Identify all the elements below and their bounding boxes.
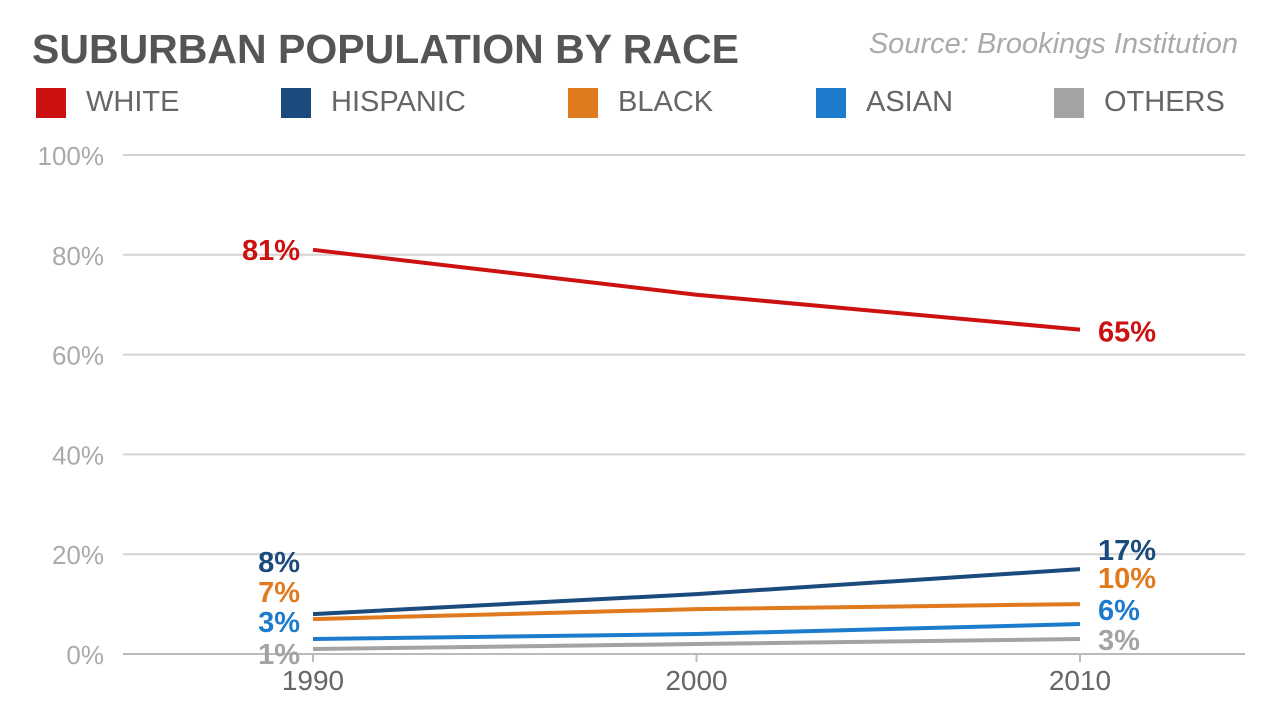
legend-item-hispanic: HISPANIC	[281, 86, 466, 119]
data-label-start: 3%	[258, 607, 300, 639]
x-tick-label: 2010	[1049, 665, 1111, 696]
legend-item-asian: ASIAN	[816, 86, 953, 119]
data-label-end: 10%	[1098, 563, 1156, 595]
data-label-end: 17%	[1098, 535, 1156, 567]
y-tick-label: 40%	[52, 440, 104, 470]
data-label-end: 3%	[1098, 625, 1140, 657]
y-tick-label: 80%	[52, 241, 104, 271]
data-label-start: 7%	[258, 577, 300, 609]
series-line-others	[312, 637, 1081, 652]
y-tick-label: 60%	[52, 341, 104, 371]
legend-swatch	[36, 87, 66, 118]
legend-label: ASIAN	[866, 86, 954, 118]
legend-item-others: OTHERS	[1054, 86, 1225, 119]
data-label-start: 8%	[258, 547, 300, 579]
legend-label: HISPANIC	[331, 86, 466, 118]
y-tick-label: 100%	[38, 141, 105, 171]
data-label-start: 81%	[242, 235, 300, 267]
series-line-hispanic	[312, 567, 1081, 617]
data-label-end: 6%	[1098, 595, 1140, 627]
y-tick-label: 20%	[52, 540, 104, 570]
legend-swatch	[568, 87, 598, 118]
source-note: Source: Brookings Institution	[868, 28, 1238, 60]
x-tick-label: 1990	[282, 665, 344, 696]
legend-swatch	[281, 87, 311, 118]
legend-item-white: WHITE	[36, 86, 179, 119]
legend-swatch	[1054, 87, 1084, 118]
x-tick-label: 2000	[665, 665, 727, 696]
legend-label: WHITE	[86, 86, 180, 118]
y-tick-label: 0%	[66, 640, 104, 670]
legend-label: BLACK	[618, 86, 714, 118]
legend-item-black: BLACK	[568, 86, 713, 119]
series-line-white	[312, 247, 1081, 332]
legend-swatch	[816, 87, 846, 118]
legend: WHITE HISPANIC BLACK ASIAN OTHERS	[36, 86, 1246, 122]
data-label-start: 1%	[258, 639, 300, 671]
data-label-end: 65%	[1098, 317, 1156, 349]
series-line-asian	[312, 622, 1081, 642]
legend-label: OTHERS	[1104, 86, 1225, 118]
series-line-black	[312, 602, 1081, 622]
chart-title: SUBURBAN POPULATION BY RACE	[32, 26, 739, 72]
